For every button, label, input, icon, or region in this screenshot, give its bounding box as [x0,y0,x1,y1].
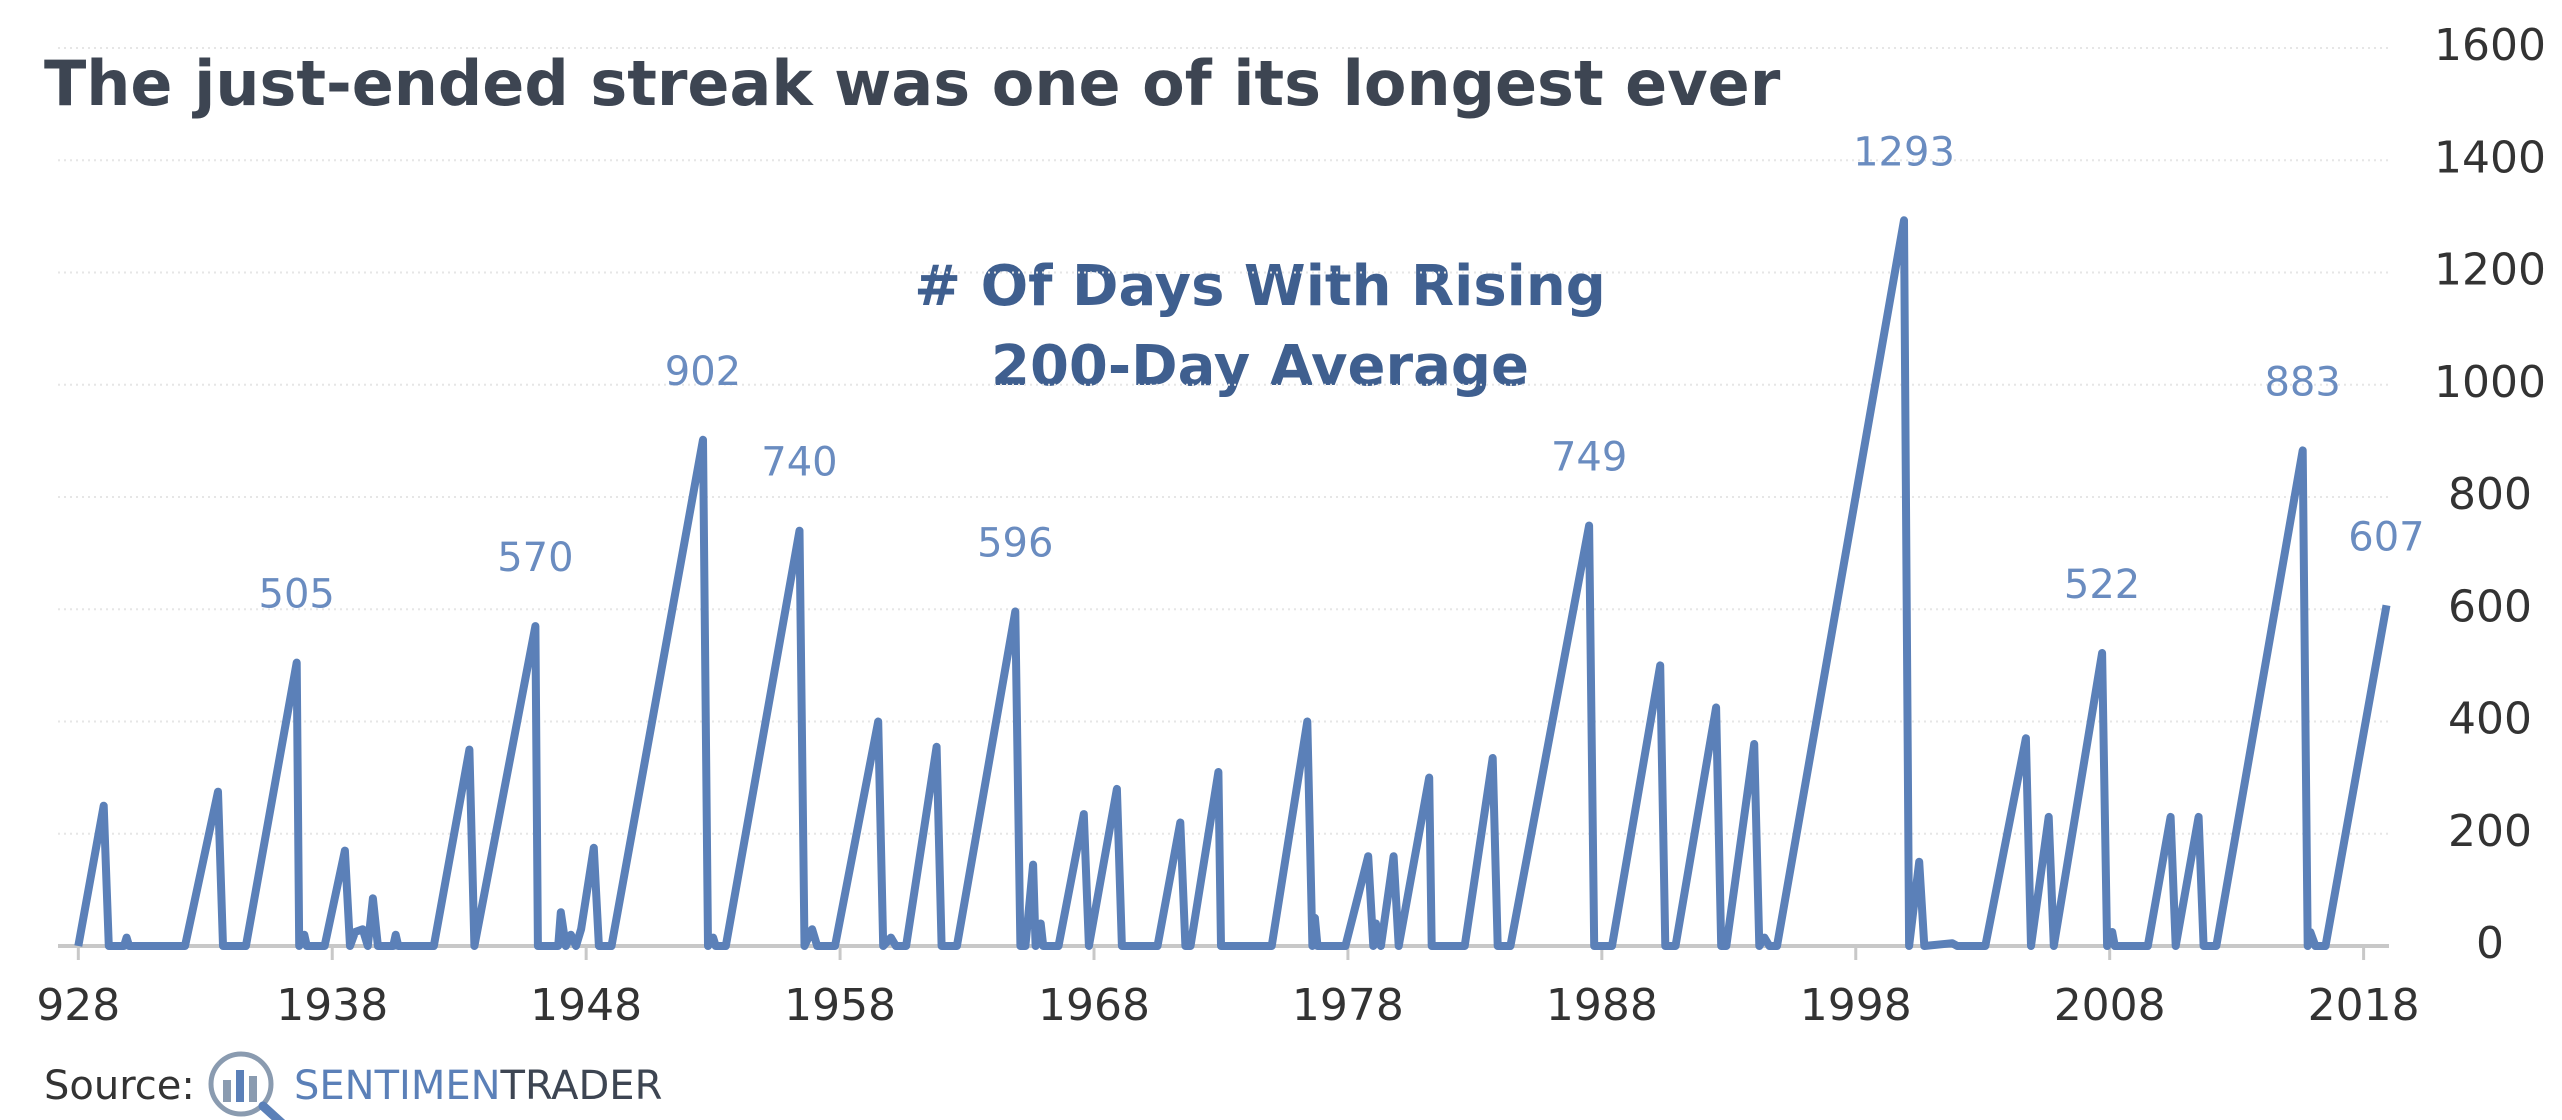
chart-title: The just-ended streak was one of its lon… [44,47,1781,120]
data-label: 883 [2264,359,2340,405]
y-tick-label: 1200 [2434,245,2546,296]
y-tick-label: 1600 [2434,20,2546,71]
y-tick-label: 800 [2448,469,2532,520]
annotation: # Of Days With Rising [914,254,1606,319]
y-tick-label: 0 [2476,918,2504,969]
data-label: 902 [665,349,741,395]
x-tick-label: 928 [36,980,120,1031]
line [74,216,2391,950]
annotation: 200-Day Average [991,334,1529,399]
logo-part: TRADER [500,1063,663,1109]
y-tick-label: 1400 [2434,132,2546,183]
data-label: 570 [497,535,573,581]
source-label: Source: [44,1063,195,1109]
x-tick-label: 1978 [1292,980,1404,1031]
data-label: 749 [1551,435,1627,481]
y-tick-label: 200 [2448,806,2532,857]
x-tick-label: 2018 [2308,980,2420,1031]
data-label: 607 [2348,514,2424,560]
x-tick-label: 1988 [1546,980,1658,1031]
y-tick-label: 400 [2448,694,2532,745]
data-label: 505 [259,572,335,618]
data-label: 740 [761,440,837,486]
data-label: 522 [2064,562,2140,608]
y-tick-label: 1000 [2434,357,2546,408]
x-tick-label: 2008 [2054,980,2166,1031]
logo-text: SENTIMENTRADER [294,1063,662,1109]
y-tick-label: 600 [2448,581,2532,632]
x-tick-label: 1998 [1800,980,1912,1031]
logo-icon [208,1051,286,1120]
x-tick-label: 1968 [1038,980,1150,1031]
x-tick-label: 1938 [276,980,388,1031]
logo-part: SENTIMEN [294,1063,501,1109]
data-label: 596 [977,520,1053,566]
data-label: 1293 [1853,129,1955,175]
x-tick-label: 1958 [784,980,896,1031]
x-tick-label: 1948 [530,980,642,1031]
